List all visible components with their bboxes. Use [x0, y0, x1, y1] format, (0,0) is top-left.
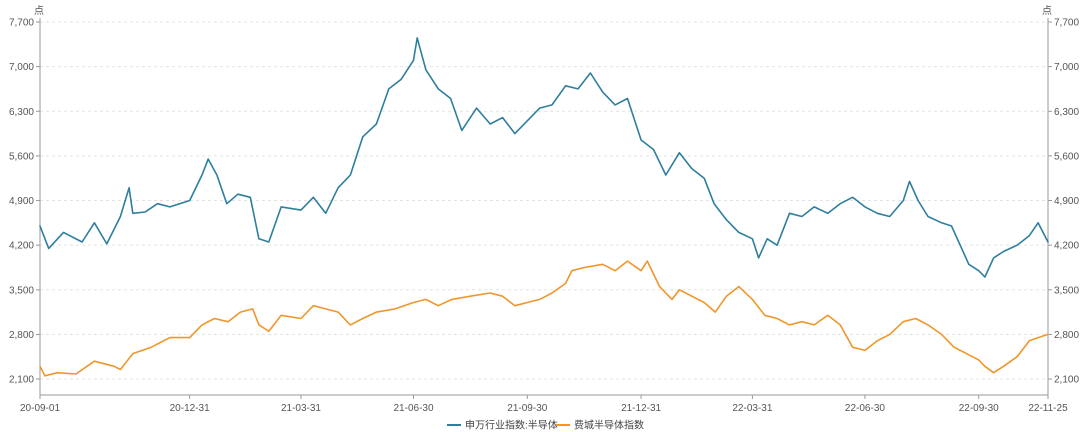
left-y-tick-label: 2,800 [9, 330, 34, 341]
x-tick-label: 20-09-01 [20, 403, 60, 414]
right-y-tick-label: 7,700 [1054, 18, 1079, 29]
x-tick-label: 21-09-30 [507, 403, 547, 414]
right-y-tick-label: 4,200 [1054, 241, 1079, 252]
legend-item[interactable]: 申万行业指数:半导体 [447, 419, 558, 432]
series-lines [39, 37, 1049, 377]
right-y-tick-label: 5,600 [1054, 151, 1079, 162]
left-y-tick-label: 5,600 [9, 151, 34, 162]
x-tick-label: 22-11-25 [1028, 403, 1068, 414]
right-y-tick-label: 6,300 [1054, 107, 1079, 118]
legend-item[interactable]: 费城半导体指数 [556, 419, 644, 432]
x-tick-label: 20-12-31 [170, 403, 210, 414]
left-y-tick-label: 3,500 [9, 285, 34, 296]
right-y-tick-label: 2,100 [1054, 375, 1079, 386]
left-y-tick-label: 2,100 [9, 375, 34, 386]
right-y-tick-label: 4,900 [1054, 196, 1079, 207]
x-tick-label: 22-06-30 [845, 403, 885, 414]
x-tick-label: 21-03-31 [281, 403, 321, 414]
left-y-tick-labels: 2,100 2,800 3,500 4,200 4,900 5,600 6,300 7,000… [9, 18, 40, 386]
legend[interactable]: 申万行业指数:半导体 费城半导体指数 [447, 419, 644, 432]
series-line-1 [39, 37, 1049, 278]
legend-label: 费城半导体指数 [574, 419, 644, 432]
left-y-tick-label: 4,200 [9, 241, 34, 252]
left-y-tick-label: 4,900 [9, 196, 34, 207]
right-y-unit-label: 点 [1042, 5, 1052, 17]
right-y-tick-label: 3,500 [1054, 285, 1079, 296]
right-y-tick-label: 7,000 [1054, 62, 1079, 73]
left-y-tick-label: 7,000 [9, 62, 34, 73]
legend-label: 申万行业指数:半导体 [465, 419, 558, 432]
right-y-tick-label: 2,800 [1054, 330, 1079, 341]
grid-lines [40, 21, 1048, 380]
series-line-2 [39, 260, 1049, 377]
x-tick-labels: 20-09-01 20-12-31 21-03-31 21-06-30 21-09-30… [20, 395, 1068, 414]
axes: 点 点 [34, 5, 1052, 396]
x-tick-label: 22-03-31 [732, 403, 772, 414]
left-y-unit-label: 点 [34, 5, 44, 17]
right-y-tick-labels: 2,100 2,800 3,500 4,200 4,900 5,600 6,300 7,000… [1048, 18, 1079, 386]
x-tick-label: 21-12-31 [621, 403, 661, 414]
x-tick-label: 22-09-30 [959, 403, 999, 414]
x-tick-label: 21-06-30 [394, 403, 434, 414]
left-y-tick-label: 6,300 [9, 107, 34, 118]
left-y-tick-label: 7,700 [9, 18, 34, 29]
